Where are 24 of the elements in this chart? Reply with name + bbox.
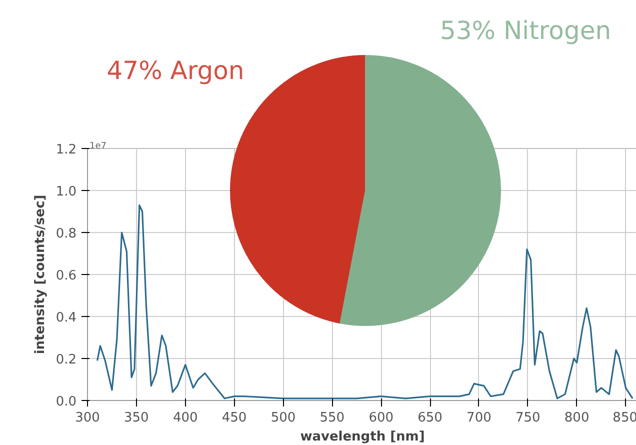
x-tick-label: 800 (564, 410, 590, 426)
x-tick-label: 650 (418, 410, 442, 426)
x-tick-label: 450 (222, 410, 247, 426)
y-tick-label: 1.2 (56, 142, 77, 158)
y-tick-label: 1.0 (56, 184, 77, 200)
y-tick-label: 0.6 (56, 268, 77, 284)
line-series (96, 204, 634, 400)
slice-label: 53% Nitrogen (440, 16, 612, 45)
x-tick-label: 400 (172, 410, 198, 426)
x-tick-label: 750 (515, 410, 540, 426)
x-tick-label: 550 (320, 410, 345, 426)
annotation: 1e7 (90, 142, 106, 152)
x-tick-label: 350 (124, 410, 149, 426)
x-tick-label: 500 (270, 410, 296, 426)
slice-label: 47% Argon (106, 56, 244, 85)
y-tick-label: 0.4 (56, 310, 77, 326)
x-tick-label: 300 (75, 410, 100, 426)
x-axis-title: wavelength [nm] (300, 430, 425, 444)
x-tick-label: 600 (368, 410, 394, 426)
y-tick-label: 0.8 (56, 226, 77, 242)
y-axis-title: intensity [counts/sec] (32, 194, 48, 354)
y-tick-label: 0.0 (56, 394, 77, 410)
x-tick-label: 700 (466, 410, 492, 426)
y-tick-label: 0.2 (56, 352, 77, 368)
